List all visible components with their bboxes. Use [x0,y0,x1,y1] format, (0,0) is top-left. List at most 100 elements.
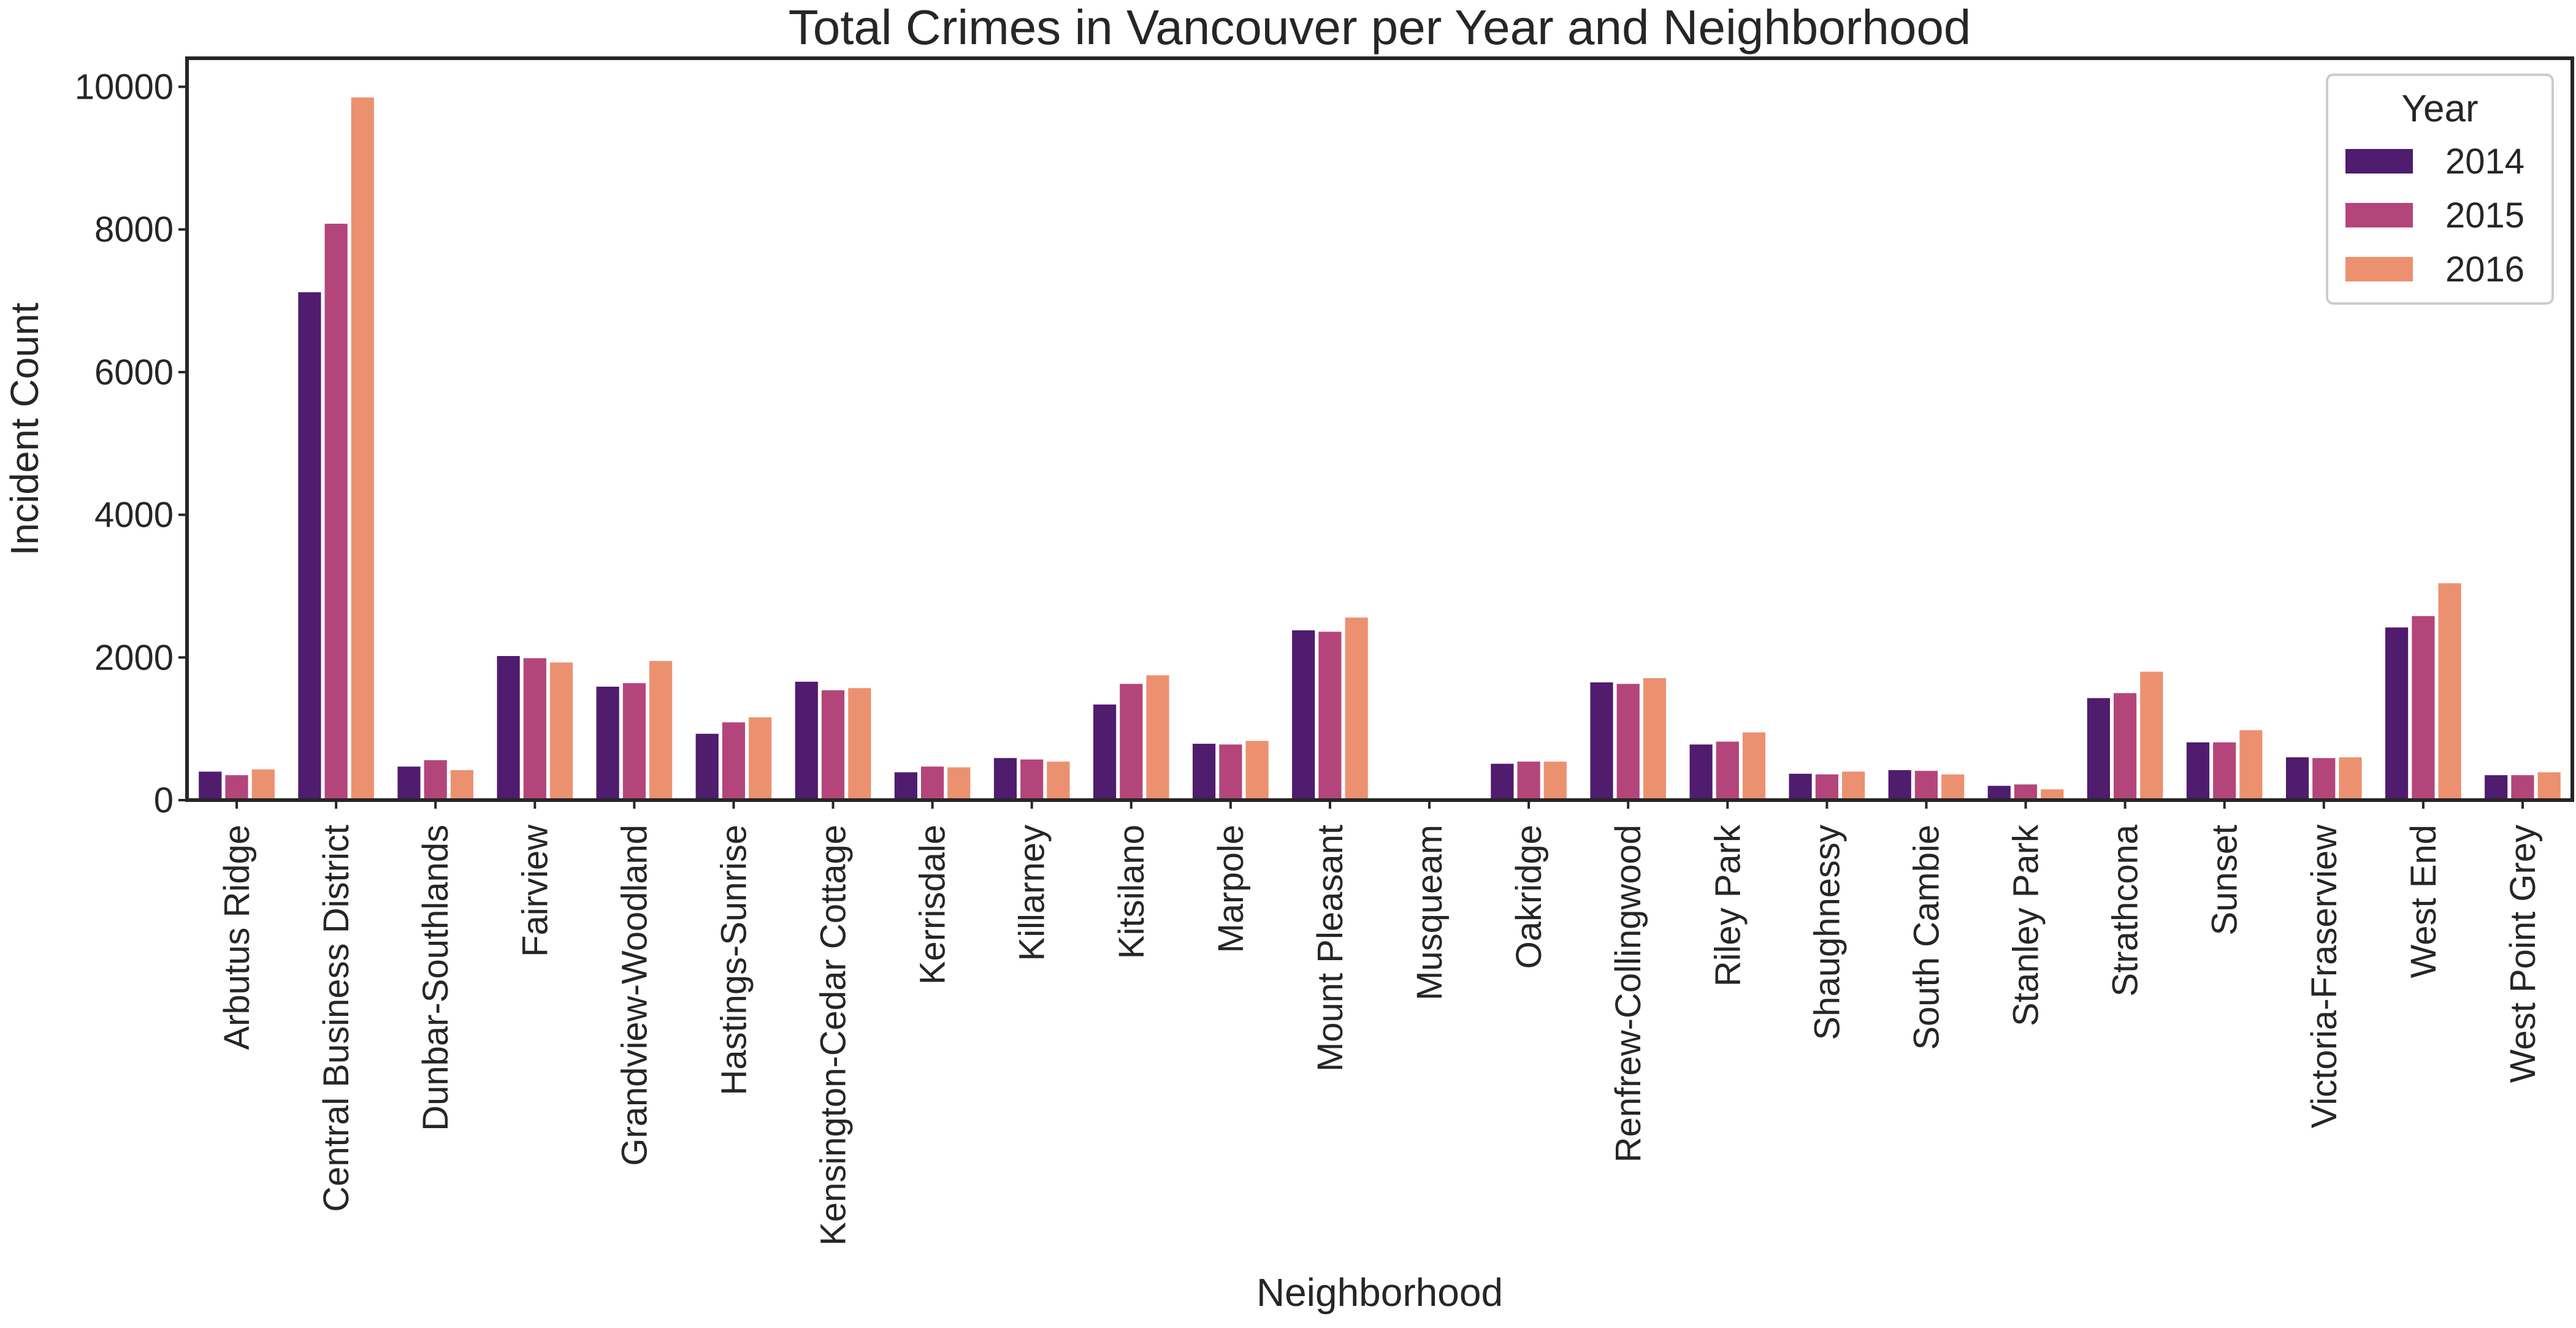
bar-marpole-2016 [1245,741,1269,800]
bar-kerrisdale-2015 [921,766,944,800]
bar-strathcona-2016 [2140,671,2163,800]
x-tick-label-central-business-district: Central Business District [316,825,356,1212]
bar-victoria-fraserview-2014 [2286,757,2309,800]
legend: Year 2014 2015 2016 [2326,74,2554,305]
y-axis-label: Incident Count [2,302,47,555]
bar-kitsilano-2014 [1093,704,1117,800]
bar-riley-park-2016 [1742,732,1766,800]
bar-killarney-2014 [993,758,1017,800]
x-tick-label-south-cambie: South Cambie [1907,825,1947,1050]
x-tick-label-renfrew-collingwood: Renfrew-Collingwood [1608,825,1648,1162]
x-tick-label-kerrisdale: Kerrisdale [913,825,953,985]
bar-renfrew-collingwood-2016 [1643,678,1666,800]
x-tick-label-kensington-cedar-cottage: Kensington-Cedar Cottage [814,825,854,1246]
bar-south-cambie-2015 [1914,771,1938,800]
bar-kitsilano-2016 [1146,675,1169,800]
x-axis-label: Neighborhood [1256,1270,1503,1315]
bar-arbutus-ridge-2015 [225,775,248,800]
bar-west-end-2015 [2412,616,2435,800]
bar-shaughnessy-2016 [1842,771,1865,800]
bar-renfrew-collingwood-2014 [1590,682,1613,800]
bar-oakridge-2015 [1517,761,1540,800]
bar-west-point-grey-2014 [2485,775,2508,800]
legend-label-2016: 2016 [2445,250,2524,289]
bar-victoria-fraserview-2016 [2339,757,2362,800]
bar-fairview-2014 [497,656,520,800]
bar-fairview-2016 [549,662,573,800]
x-tick-label-victoria-fraserview: Victoria-Fraserview [2304,824,2344,1128]
x-tick-label-arbutus-ridge: Arbutus Ridge [217,825,257,1050]
x-tick-label-strathcona: Strathcona [2106,824,2146,996]
x-tick-label-mount-pleasant: Mount Pleasant [1310,825,1350,1072]
bar-dunbar-southlands-2015 [424,760,447,800]
bar-shaughnessy-2015 [1815,774,1838,800]
bar-fairview-2015 [523,658,546,800]
bar-grandview-woodland-2014 [596,687,619,800]
y-axis: 0 2000 4000 6000 8000 10000 [75,67,187,820]
bar-kerrisdale-2014 [894,772,917,800]
bar-killarney-2015 [1020,759,1044,800]
x-tick-label-grandview-woodland: Grandview-Woodland [614,825,654,1166]
x-tick-label-shaughnessy: Shaughnessy [1807,825,1847,1040]
bar-mount-pleasant-2015 [1318,632,1342,800]
x-tick-label-stanley-park: Stanley Park [2006,824,2046,1026]
y-tick-label: 8000 [94,210,174,250]
bar-south-cambie-2016 [1941,774,1965,800]
bar-central-business-district-2015 [324,223,348,800]
bar-mount-pleasant-2014 [1292,630,1315,800]
bar-sunset-2015 [2213,742,2236,800]
bar-west-point-grey-2015 [2511,775,2534,800]
x-tick-label-musqueam: Musqueam [1410,825,1450,1001]
bar-oakridge-2014 [1491,763,1514,800]
legend-swatch-2016 [2345,257,2413,281]
y-tick-label: 2000 [94,638,174,677]
bar-west-end-2014 [2385,627,2409,800]
x-tick-label-hastings-sunrise: Hastings-Sunrise [714,825,754,1096]
legend-frame [2326,74,2554,305]
bar-kensington-cedar-cottage-2014 [795,681,818,800]
bar-central-business-district-2016 [351,97,374,800]
x-tick-label-dunbar-southlands: Dunbar-Southlands [416,825,456,1131]
bar-sunset-2016 [2239,730,2263,800]
bar-renfrew-collingwood-2015 [1616,684,1640,800]
bar-marpole-2014 [1193,744,1216,800]
bar-dunbar-southlands-2014 [397,766,421,800]
bar-west-point-grey-2016 [2537,772,2561,800]
bar-kerrisdale-2016 [947,767,971,800]
bar-riley-park-2014 [1689,744,1713,801]
bar-central-business-district-2014 [298,292,321,801]
x-tick-label-riley-park: Riley Park [1708,824,1748,986]
bar-kensington-cedar-cottage-2016 [848,688,871,800]
bar-stanley-park-2015 [2014,784,2038,800]
bar-stanley-park-2014 [1987,785,2011,800]
bars-layer [199,97,2561,801]
bar-dunbar-southlands-2016 [450,770,473,800]
y-tick-label: 6000 [94,353,174,392]
x-tick-label-kitsilano: Kitsilano [1112,825,1152,959]
x-tick-label-west-point-grey: West Point Grey [2503,825,2543,1083]
bar-strathcona-2015 [2114,693,2137,800]
bar-hastings-sunrise-2015 [722,722,745,800]
legend-label-2015: 2015 [2445,196,2524,235]
bar-kitsilano-2015 [1120,684,1143,800]
y-tick-label: 10000 [75,67,174,107]
x-tick-label-sunset: Sunset [2205,825,2245,936]
bar-kensington-cedar-cottage-2015 [821,690,845,800]
bar-strathcona-2014 [2087,698,2110,800]
bar-marpole-2015 [1219,744,1242,801]
bar-hastings-sunrise-2014 [695,733,719,800]
bar-grandview-woodland-2015 [622,683,646,800]
bar-stanley-park-2016 [2041,789,2064,800]
bar-hastings-sunrise-2016 [749,717,772,800]
legend-swatch-2015 [2345,203,2413,227]
plot-area-frame [185,56,2574,802]
x-tick-label-fairview: Fairview [515,824,555,957]
x-tick-label-marpole: Marpole [1211,825,1251,953]
bar-grandview-woodland-2016 [649,661,673,800]
bar-shaughnessy-2014 [1789,774,1812,800]
legend-title: Year [2401,88,2478,130]
bar-mount-pleasant-2016 [1345,617,1368,800]
bar-arbutus-ridge-2016 [251,769,275,800]
